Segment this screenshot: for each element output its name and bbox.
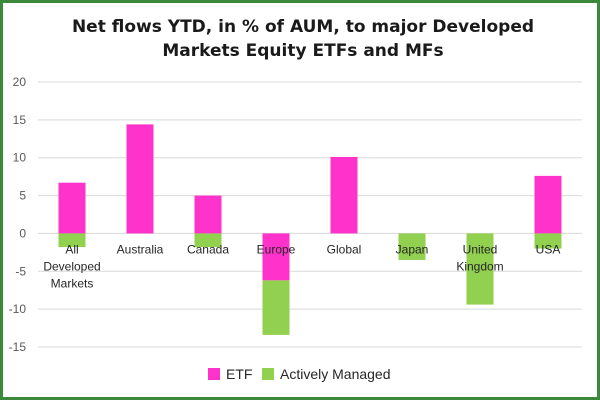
y-tick-label: -10: [9, 302, 27, 316]
legend-swatch-etf: [208, 368, 220, 380]
y-tick-label: -5: [15, 264, 26, 278]
chart-title-line-2: Markets Equity ETFs and MFs: [162, 41, 444, 61]
y-tick-label: 20: [13, 75, 27, 89]
category-label: Kingdom: [456, 259, 503, 273]
bar-actively-managed: [262, 280, 290, 335]
y-tick-label: 10: [13, 151, 27, 165]
chart-title: Net flows YTD, in % of AUM, to major Dev…: [43, 15, 563, 63]
bar-actively-managed: [58, 233, 86, 248]
y-tick-label: 5: [19, 189, 26, 203]
category-label: Japan: [396, 242, 429, 256]
bar-etf: [58, 182, 86, 234]
chart-title-line-1: Net flows YTD, in % of AUM, to major Dev…: [71, 17, 535, 37]
bar-etf: [194, 195, 222, 234]
category-label: Canada: [187, 242, 229, 256]
category-label: USA: [536, 242, 561, 256]
bar-actively-managed: [194, 233, 222, 248]
y-tick-label: -15: [9, 340, 27, 354]
bar-etf: [262, 233, 290, 281]
category-label: All: [65, 242, 78, 256]
y-tick-label: 15: [13, 113, 27, 127]
legend-label-etf: ETF: [226, 366, 252, 382]
category-label: Australia: [117, 242, 164, 256]
bar-actively-managed: [534, 233, 562, 249]
category-label: Europe: [257, 242, 296, 256]
category-label: Markets: [51, 276, 94, 290]
bar-etf: [534, 175, 562, 234]
category-label: United: [463, 242, 498, 256]
bar-etf: [126, 124, 154, 234]
category-label: Developed: [43, 259, 100, 273]
legend-swatch-actively-managed: [262, 368, 274, 380]
bar-actively-managed: [398, 233, 426, 260]
category-label: Global: [327, 242, 362, 256]
bar-etf: [330, 156, 358, 234]
legend-label-actively-managed: Actively Managed: [280, 366, 391, 382]
y-tick-label: 0: [19, 226, 26, 240]
bar-actively-managed: [466, 233, 494, 305]
